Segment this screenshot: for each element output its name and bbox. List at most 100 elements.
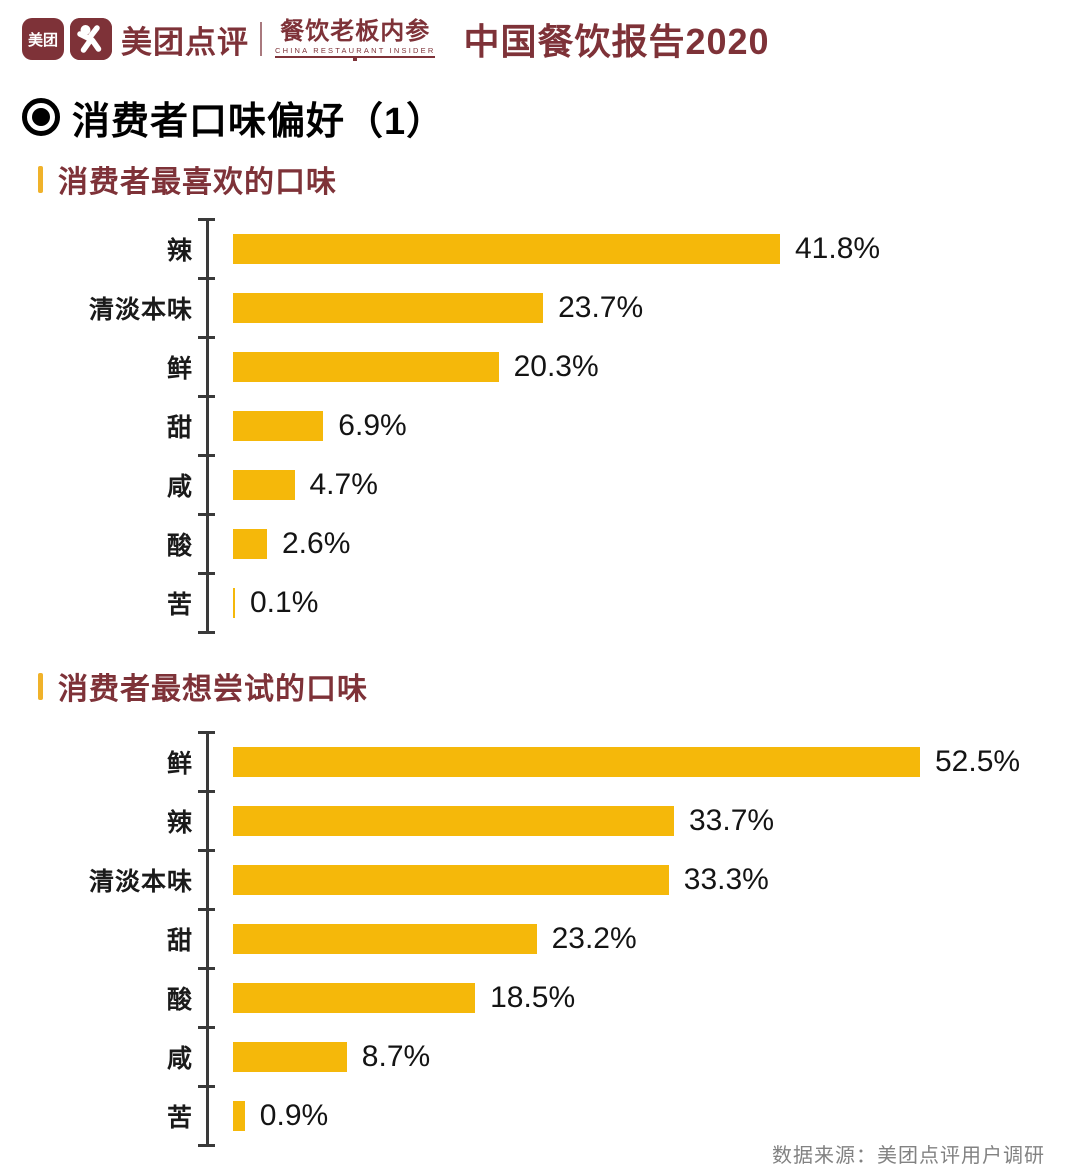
category-label: 辣 (166, 808, 193, 837)
chart-row: 苦 0.9% (0, 1086, 1045, 1145)
axis-tick (198, 730, 215, 734)
category-label: 酸 (166, 985, 193, 1014)
axis-tick (198, 276, 215, 280)
bar-value-label: 2.6% (282, 526, 351, 560)
favorite-flavor-subtitle: 消费者最喜欢的口味 (38, 162, 1045, 199)
bar (233, 528, 267, 559)
bar (233, 864, 669, 895)
chart-row: 酸 18.5% (0, 968, 1045, 1027)
bar-value-label: 0.9% (259, 1098, 329, 1132)
bar-value-label: 23.2% (551, 921, 637, 955)
chart-row: 酸 2.6% (0, 514, 1045, 573)
want-to-try-chart: 鲜 52.5% 辣 33.7% 清淡本味 33.3% 甜 23.2% 酸 18.5% 咸 8.7% 苦 0… (0, 730, 1045, 1147)
sub-brand-english: CHINA RESTAURANT INSIDER (275, 45, 436, 55)
bar-track: 8.7% (233, 1040, 1045, 1074)
axis-tick (198, 335, 215, 339)
chart-row: 清淡本味 33.3% (0, 850, 1045, 909)
axis-tick (198, 1025, 215, 1029)
category-label: 苦 (166, 590, 193, 619)
chart-row: 苦 0.1% (0, 573, 1045, 632)
bar (233, 292, 544, 323)
bar-track: 41.8% (233, 232, 1045, 266)
brand-divider (260, 22, 262, 56)
bar-track: 33.7% (233, 804, 1045, 838)
axis-tick (198, 907, 215, 911)
category-label: 咸 (166, 472, 193, 501)
bar-track: 0.1% (233, 586, 1045, 620)
bar-value-label: 6.9% (338, 408, 407, 442)
bar (233, 1041, 347, 1072)
axis-tick (198, 966, 215, 970)
bar (233, 923, 537, 954)
chart-row: 咸 8.7% (0, 1027, 1045, 1086)
bar-track: 23.7% (233, 291, 1045, 325)
bar (233, 410, 324, 441)
want-to-try-title: 消费者最想尝试的口味 (58, 673, 368, 706)
axis-tick (198, 789, 215, 793)
bullseye-icon (22, 98, 60, 136)
bar-value-label: 0.1% (250, 585, 319, 619)
want-to-try-subtitle: 消费者最想尝试的口味 (38, 669, 1045, 706)
gold-tick-icon (38, 165, 43, 193)
axis-tick (198, 571, 215, 575)
bar-track: 4.7% (233, 468, 1045, 502)
category-axis-line (206, 218, 209, 633)
axis-tick (198, 1084, 215, 1088)
category-label: 清淡本味 (88, 867, 193, 896)
section-title-row: 消费者口味偏好（1） (22, 94, 1045, 143)
chart-row: 甜 23.2% (0, 909, 1045, 968)
gold-tick-icon (38, 672, 43, 700)
bar-value-label: 33.7% (689, 803, 775, 837)
chart-row: 辣 33.7% (0, 791, 1045, 850)
bar (233, 351, 499, 382)
category-label: 咸 (166, 1044, 193, 1073)
chart-row: 甜 6.9% (0, 396, 1045, 455)
favorite-flavor-title: 消费者最喜欢的口味 (58, 166, 337, 199)
favorite-flavor-chart: 辣 41.8% 清淡本味 23.7% 鲜 20.3% 甜 6.9% 咸 4.7% 酸 2.6% 苦 0.1… (0, 217, 1045, 634)
sub-brand-logo: 餐饮老板内参 CHINA RESTAURANT INSIDER (275, 17, 436, 62)
bar-track: 6.9% (233, 409, 1045, 443)
bar (233, 746, 920, 777)
axis-tick (198, 1143, 215, 1147)
section-title: 消费者口味偏好（1） (72, 100, 446, 143)
sub-brand-underline (275, 56, 436, 62)
chart-row: 鲜 20.3% (0, 337, 1045, 396)
bar-value-label: 52.5% (935, 744, 1021, 778)
axis-tick (198, 630, 215, 634)
report-title: 中国餐饮报告2020 (463, 21, 770, 62)
chart-row: 辣 41.8% (0, 219, 1045, 278)
category-label: 鲜 (166, 354, 193, 383)
chart-row: 清淡本味 23.7% (0, 278, 1045, 337)
bar (233, 233, 780, 264)
meituan-mascot-icon (70, 18, 112, 60)
axis-tick (198, 217, 215, 221)
data-source-note: 数据来源：美团点评用户调研 (772, 1145, 1045, 1167)
bar-track: 0.9% (233, 1099, 1045, 1133)
category-label: 酸 (166, 531, 193, 560)
brand-name: 美团点评 (121, 24, 249, 60)
bar-track: 18.5% (233, 981, 1045, 1015)
axis-tick (198, 453, 215, 457)
report-header: 美团 美团点评 餐饮老板内参 CHINA RESTAURANT INSIDER (22, 14, 1045, 64)
bar-value-label: 8.7% (361, 1039, 431, 1073)
bar-value-label: 33.3% (683, 862, 769, 896)
meituan-app-icon: 美团 (22, 18, 64, 60)
bar-value-label: 4.7% (309, 467, 378, 501)
bar-value-label: 23.7% (558, 290, 644, 324)
bar-track: 33.3% (233, 863, 1045, 897)
bar (233, 469, 295, 500)
chart-row: 鲜 52.5% (0, 732, 1045, 791)
bar (233, 805, 674, 836)
bar-value-label: 41.8% (795, 231, 881, 265)
sub-brand-name: 餐饮老板内参 (280, 17, 431, 45)
bar (233, 1100, 245, 1131)
axis-tick (198, 394, 215, 398)
category-label: 甜 (166, 926, 193, 955)
category-label: 辣 (166, 236, 193, 265)
bar (233, 982, 476, 1013)
category-label: 清淡本味 (88, 295, 193, 324)
bar-track: 23.2% (233, 922, 1045, 956)
chart-row: 咸 4.7% (0, 455, 1045, 514)
category-label: 甜 (166, 413, 193, 442)
